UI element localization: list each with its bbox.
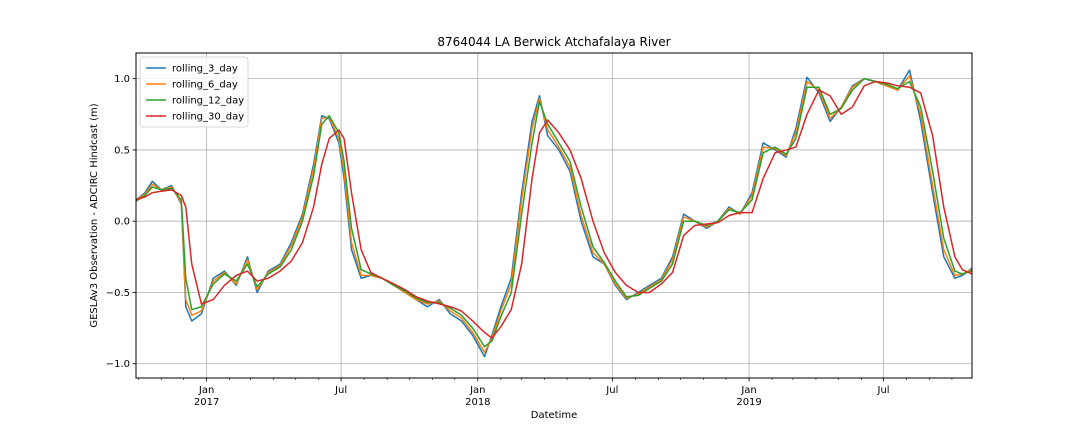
y-tick-label: −0.5 bbox=[106, 288, 130, 299]
legend-box bbox=[139, 56, 249, 128]
legend-label: rolling_30_day bbox=[172, 112, 244, 123]
legend-label: rolling_3_day bbox=[172, 64, 238, 75]
x-tick-label: Jan bbox=[740, 385, 756, 396]
series-line-rolling-6-day bbox=[135, 75, 973, 354]
legend-label: rolling_12_day bbox=[172, 96, 244, 107]
plot-frame bbox=[135, 52, 973, 379]
x-tick-year-label: 2017 bbox=[194, 397, 219, 408]
x-tick-year-label: 2019 bbox=[736, 397, 761, 408]
x-tick-year-label: 2018 bbox=[465, 397, 490, 408]
chart-title: 8764044 LA Berwick Atchafalaya River bbox=[437, 35, 670, 49]
legend: rolling_3_day rolling_6_day rolling_12_day… bbox=[139, 56, 249, 128]
legend-label: rolling_6_day bbox=[172, 80, 238, 91]
series-line-rolling-12-day bbox=[135, 77, 973, 348]
y-axis-label: GESLAv3 Observation - ADCIRC Hindcast (m… bbox=[89, 103, 100, 327]
y-tick-label: 0.5 bbox=[114, 145, 130, 156]
x-axis-label: Datetime bbox=[531, 410, 578, 421]
y-tick-label: 1.0 bbox=[114, 74, 130, 85]
y-tick-label: −1.0 bbox=[106, 359, 130, 370]
x-tick-label: Jul bbox=[605, 385, 618, 396]
series-lines bbox=[135, 69, 973, 358]
x-tick-label: Jul bbox=[877, 385, 890, 396]
x-tick-label: Jan bbox=[469, 385, 485, 396]
x-tick-label: Jul bbox=[334, 385, 347, 396]
series-line-rolling-30-day bbox=[135, 80, 973, 339]
x-tick-label: Jan bbox=[198, 385, 214, 396]
grid-lines bbox=[136, 53, 972, 378]
series-line-rolling-3-day bbox=[135, 69, 973, 358]
y-tick-label: 0.0 bbox=[114, 217, 130, 228]
